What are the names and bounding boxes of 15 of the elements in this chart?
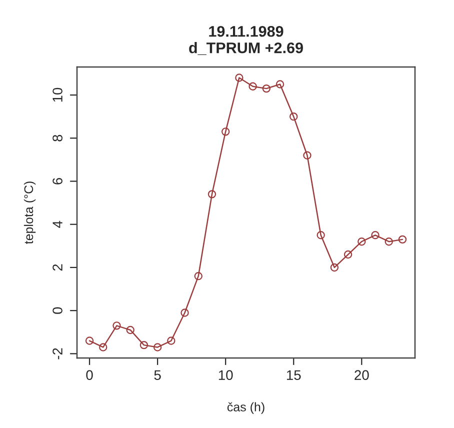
x-tick-label: 0 [86,370,93,380]
x-tick-label: 20 [354,370,369,380]
y-tick-label: -2 [52,348,62,360]
x-tick-label: 15 [286,370,301,380]
chart-title: 19.11.1989 d_TPRUM +2.69 [189,26,303,55]
y-tick-label: 8 [52,134,62,142]
x-axis-title: čas (h) [227,402,264,414]
y-tick-label: 0 [52,307,62,314]
x-tick-label: 5 [154,370,161,380]
y-tick-label: 2 [52,264,62,271]
y-axis-title: teplota (°C) [24,182,36,244]
y-tick-label: 4 [52,220,62,228]
y-tick-label: 6 [52,178,62,184]
y-tick-label: 10 [52,88,62,102]
x-tick-label: 10 [218,370,233,380]
